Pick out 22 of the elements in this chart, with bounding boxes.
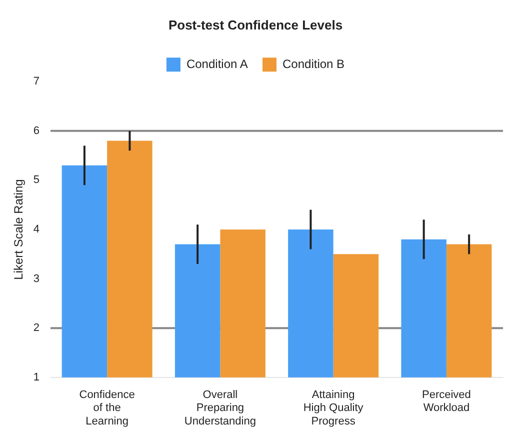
y-tick-label: 2 — [33, 322, 40, 334]
category-label: Workload — [423, 402, 470, 414]
category-label: Learning — [86, 415, 128, 428]
category-label: Confidence — [79, 389, 135, 402]
category-label: Preparing — [196, 402, 244, 414]
category-label: Progress — [311, 415, 356, 428]
y-tick-label: 7 — [33, 76, 40, 88]
y-tick-label: 4 — [33, 224, 40, 236]
y-tick-label: 1 — [33, 371, 40, 384]
category-label: High Quality — [303, 402, 364, 414]
legend-label: Condition B — [282, 56, 345, 71]
chart-title: Post-test Confidence Levels — [168, 17, 343, 32]
category-label: Perceived — [422, 389, 471, 402]
y-tick-label: 5 — [33, 174, 40, 186]
category-label: of the — [93, 402, 121, 414]
y-tick-label: 6 — [33, 124, 40, 137]
category-label: Understanding — [184, 415, 256, 428]
y-axis-title: Likert Scale Rating — [12, 179, 26, 280]
y-tick-label: 3 — [33, 272, 40, 285]
category-label: Attaining — [312, 389, 355, 402]
category-label: Overall — [202, 389, 238, 402]
legend-label: Condition A — [186, 56, 248, 71]
